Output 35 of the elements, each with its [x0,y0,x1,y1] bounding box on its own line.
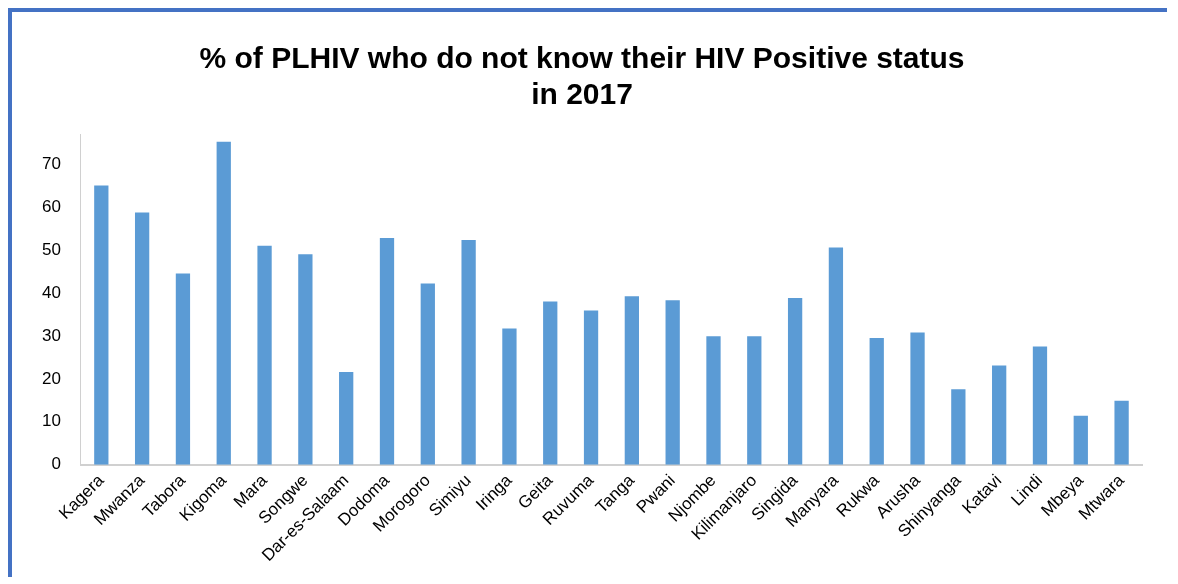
bar [828,247,844,465]
bar [1073,415,1088,465]
bar [665,300,680,465]
bar [706,336,721,465]
bar [910,332,925,465]
y-tick-label: 20 [41,368,61,388]
bar [583,310,599,465]
bar [869,338,884,465]
bar [624,296,639,465]
bar [379,237,395,465]
bar [951,389,966,465]
y-tick-label: 40 [41,282,61,302]
bar [1114,400,1129,465]
y-tick-label: 0 [51,454,61,474]
bar [1032,346,1048,465]
chart-title: % of PLHIV who do not know their HIV Positive status in 2017 [199,41,965,111]
bar [992,365,1007,465]
bar [216,141,231,465]
bar [134,212,150,465]
bar [420,283,435,465]
bar [461,240,476,465]
bar [339,371,354,465]
bar [787,298,803,465]
y-tick-label: 60 [41,196,61,216]
y-tick-label: 10 [41,411,61,431]
bar [175,273,191,465]
bar [94,185,109,465]
y-tick-label: 30 [41,325,61,345]
bar [257,245,272,465]
bar [747,336,762,465]
bar [298,254,313,465]
y-tick-label: 70 [41,153,61,173]
bar [502,328,517,465]
bar [543,301,558,465]
y-tick-label: 50 [41,239,61,259]
